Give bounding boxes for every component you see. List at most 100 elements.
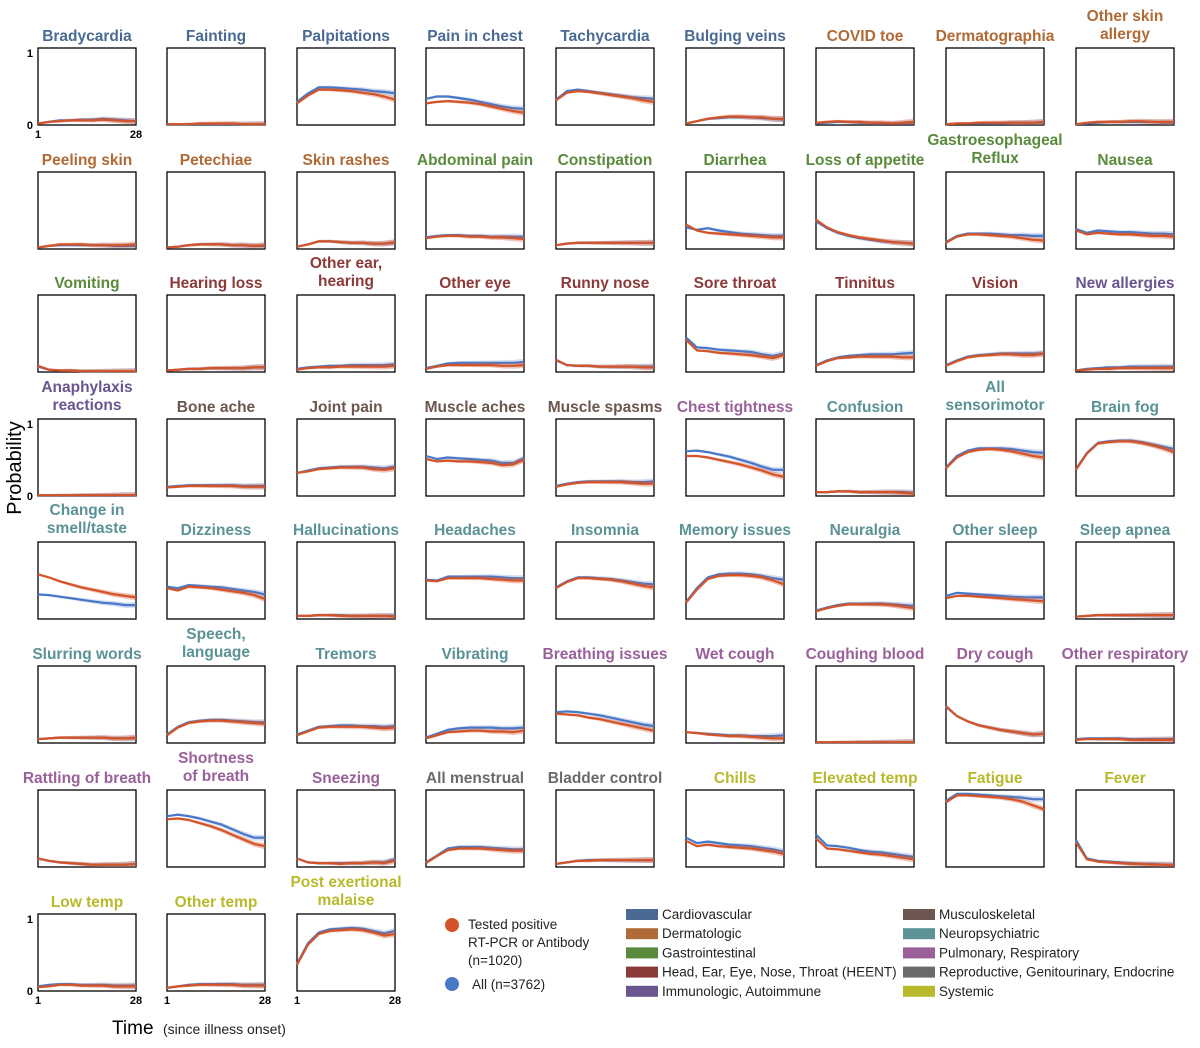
positive-series-line [945,352,1045,367]
legend-all-marker [445,977,459,991]
positive-series-line [166,719,266,737]
panel-fainting: Fainting [166,28,266,126]
panel-title: Muscle spasms [548,399,663,416]
positive-series-line [297,614,396,618]
panel-title: Peeling skin [42,152,132,169]
positive-confidence-band [556,89,654,105]
positive-series-line [166,983,265,989]
positive-series-line [816,490,915,495]
all-series-line [425,360,525,370]
all-confidence-band [167,813,265,841]
panel-title: Shortness [178,750,254,767]
panel-title: Tremors [315,646,376,663]
y-tick-label: 1 [27,419,33,431]
panel-title: Dry cough [957,646,1034,663]
positive-series-line [37,118,136,125]
panel-tremors: Tremors [296,646,396,744]
panel-neuralgia: Neuralgia [815,522,915,620]
panel-frame [685,47,785,126]
panel-title: Bone ache [177,399,256,416]
panel-pain-in-chest: Pain in chest [425,28,525,126]
panel-rattling-of-breath: Rattling of breath [23,770,151,868]
positive-series-line [685,839,785,855]
panel-title: Skin rashes [302,152,389,169]
legend-all-label: All (n=3762) [472,977,545,992]
panel-title: Wet cough [696,646,775,663]
panel-title: Other sleep [952,522,1037,539]
panel-title: Gastroesophageal [927,132,1062,149]
panel-frame [815,171,915,250]
all-series-line [425,575,524,582]
positive-series-line [37,364,136,373]
positive-confidence-band [686,454,784,480]
panel-frame [425,418,525,497]
positive-series-line [555,90,655,103]
all-series-line [296,86,396,103]
legend-positive-label: Tested positive [468,917,557,932]
legend-swatch-cardiovascular [626,909,658,920]
panel-title: All menstrual [426,770,524,787]
all-confidence-band [816,220,914,247]
panel-title: smell/taste [47,520,128,537]
panel-confusion: Confusion [815,399,915,497]
positive-series-line [555,712,655,732]
legend-swatch-head-ear-eye-nose-throat-heent [626,966,658,978]
panel-title: Headaches [434,522,516,539]
positive-series-line [685,338,785,360]
positive-series-line [425,577,524,583]
positive-confidence-band [167,817,265,850]
panel-frame [425,47,525,126]
panel-frame [166,47,266,126]
panel-frame [425,294,525,373]
panel-elevated-temp: Elevated temp [812,770,918,868]
positive-series-line [425,364,525,370]
panel-title: Post exertional [290,874,401,891]
positive-series-line [945,233,1045,244]
positive-confidence-band [946,705,1044,738]
legend-label-reproductive-genitourinary-endocrine: Reproductive, Genitourinary, Endocrine [939,965,1174,980]
positive-series-line [555,358,654,369]
all-confidence-band [686,449,784,473]
panel-fatigue: Fatigue [945,770,1045,868]
panel-title: Anaphylaxis [41,379,132,396]
panel-title: Constipation [558,152,653,169]
panel-other-ear-hearing: Other ear,hearing [296,255,396,373]
positive-series-line [166,817,266,848]
positive-series-line [37,736,137,741]
panel-title: Tinnitus [835,275,895,292]
panel-frame [296,171,396,250]
positive-series-line [37,243,137,249]
panel-all-menstrual: All menstrual [425,770,525,868]
panel-bulging-veins: Bulging veins [684,28,786,126]
panel-vibrating: Vibrating [425,646,525,744]
panel-title: Rattling of breath [23,770,151,787]
panel-frame [945,789,1045,868]
legend-label-dermatologic: Dermatologic [662,926,742,941]
all-confidence-band [946,446,1044,469]
panel-frame [166,913,266,992]
panel-frame [685,294,785,373]
legend-swatch-gastrointestinal [626,947,658,959]
panel-frame [685,665,785,744]
panel-frame [815,541,915,620]
x-axis-label-main: Time [112,1018,154,1039]
panel-title: Sore throat [694,275,777,292]
panel-title: Tachycardia [560,28,650,45]
positive-series-line [945,447,1045,470]
legend-label-immunologic-autoimmune: Immunologic, Autoimmune [662,984,821,999]
panel-title: Other eye [439,275,511,292]
x-tick-label: 28 [259,995,271,1007]
panel-frame [945,47,1045,126]
legend: Tested positive RT-PCR or Antibody (n=1020… [445,907,1174,999]
positive-series-line [425,234,525,241]
positive-series-line [815,837,915,861]
panel-frame [37,171,137,250]
legend-label-neuropsychiatric: Neuropsychiatric [939,926,1040,941]
positive-series-line [945,120,1045,126]
panel-frame [1075,789,1175,868]
positive-series-line [425,100,525,114]
positive-confidence-band [686,573,784,604]
